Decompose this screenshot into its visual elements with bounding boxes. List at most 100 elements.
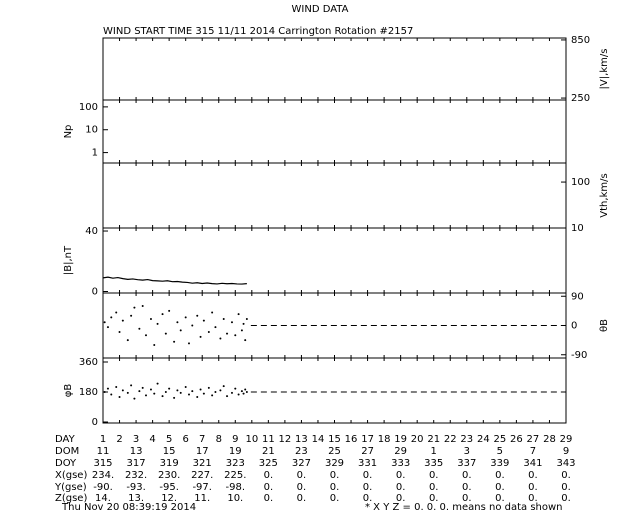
data-point: [133, 306, 136, 309]
table-cell: 0.: [462, 470, 472, 481]
table-cell: 234.: [92, 470, 114, 481]
y-tick-label: 850: [571, 35, 590, 46]
data-point: [234, 387, 237, 390]
table-cell: 9: [232, 434, 238, 445]
table-cell: 0.: [462, 482, 472, 493]
data-point: [245, 391, 248, 393]
table-cell: 319: [160, 458, 179, 469]
table-cell: 6: [182, 434, 188, 445]
data-point: [126, 391, 129, 394]
data-point: [187, 342, 190, 345]
table-cell: 13: [295, 434, 308, 445]
data-line: [102, 276, 247, 285]
data-point: [118, 331, 121, 333]
table-cell: 232.: [125, 470, 147, 481]
table-cell: 0.: [396, 470, 406, 481]
subtitle: WIND START TIME 315 11/11 2014 Carringto…: [103, 26, 413, 37]
data-point: [141, 386, 144, 389]
table-cell: 15: [163, 446, 176, 457]
table-cell: 0.: [495, 482, 505, 493]
data-point: [115, 311, 118, 314]
data-point: [144, 334, 147, 337]
data-point: [184, 316, 187, 319]
table-cell: 16: [345, 434, 358, 445]
table-cell: 325: [259, 458, 278, 469]
y-tick-label: 0: [571, 321, 577, 332]
table-cell: 0.: [264, 493, 274, 504]
data-point: [179, 391, 182, 394]
table-cell: 7: [530, 446, 536, 457]
panel-frame: [102, 37, 567, 101]
data-point: [207, 331, 210, 333]
table-cell: 341: [523, 458, 542, 469]
data-point: [153, 344, 156, 346]
y-tick-label: 90: [571, 291, 584, 302]
table-cell: 0.: [264, 470, 274, 481]
data-point: [164, 332, 167, 335]
data-point: [161, 395, 164, 398]
data-point: [230, 321, 233, 324]
table-cell: 9: [563, 446, 569, 457]
y-tick-label: 0: [92, 417, 98, 428]
data-point: [226, 395, 229, 398]
y-tick-label: 100: [79, 102, 98, 113]
table-cell: 29: [560, 434, 573, 445]
table-cell: 3: [133, 434, 139, 445]
table-cell: -90.: [93, 482, 113, 493]
row-label: DOM: [55, 446, 79, 457]
data-point: [115, 386, 118, 388]
table-cell: 0.: [363, 482, 373, 493]
table-cell: 14.: [95, 493, 111, 504]
table-cell: 321: [193, 458, 212, 469]
data-point: [103, 391, 106, 393]
data-point: [234, 334, 237, 337]
data-point: [168, 387, 171, 390]
table-cell: 29: [394, 446, 407, 457]
data-point: [149, 388, 152, 391]
table-cell: 27: [527, 434, 540, 445]
table-cell: 0.: [396, 493, 406, 504]
table-cell: 0.: [297, 493, 307, 504]
data-point: [133, 397, 136, 400]
data-point: [153, 392, 156, 395]
data-point: [156, 382, 159, 385]
table-cell: 22: [444, 434, 457, 445]
table-cell: 23: [460, 434, 473, 445]
table-cell: 1: [431, 446, 437, 457]
table-cell: 230.: [158, 470, 180, 481]
table-cell: 0.: [429, 470, 439, 481]
data-point: [240, 329, 243, 332]
table-cell: 10: [245, 434, 258, 445]
data-point: [103, 321, 106, 324]
y-axis-label: Np: [63, 125, 74, 139]
data-point: [242, 392, 245, 395]
data-point: [138, 327, 141, 330]
data-point: [237, 313, 240, 316]
panel-frame: [102, 162, 567, 229]
data-point: [156, 322, 159, 325]
table-cell: 1: [100, 434, 106, 445]
y-tick-label: 0: [92, 286, 98, 297]
data-point: [106, 387, 109, 390]
row-label: DAY: [55, 434, 76, 445]
table-cell: 225.: [224, 470, 246, 481]
data-point: [237, 393, 240, 396]
data-point: [211, 394, 214, 397]
table-cell: 0.: [297, 470, 307, 481]
table-cell: -98.: [226, 482, 246, 493]
table-cell: 4: [149, 434, 155, 445]
data-point: [176, 389, 179, 392]
table-cell: 21: [262, 446, 275, 457]
table-cell: 3: [464, 446, 470, 457]
data-point: [184, 386, 187, 388]
panel-frame: [102, 357, 567, 424]
table-cell: 0.: [363, 493, 373, 504]
row-label: X(gse): [55, 470, 87, 481]
table-cell: -97.: [192, 482, 212, 493]
data-point: [161, 313, 164, 316]
data-point: [141, 305, 144, 307]
data-point: [149, 318, 152, 320]
y-axis-label: |B|,nT: [63, 245, 74, 275]
table-cell: 0.: [429, 482, 439, 493]
